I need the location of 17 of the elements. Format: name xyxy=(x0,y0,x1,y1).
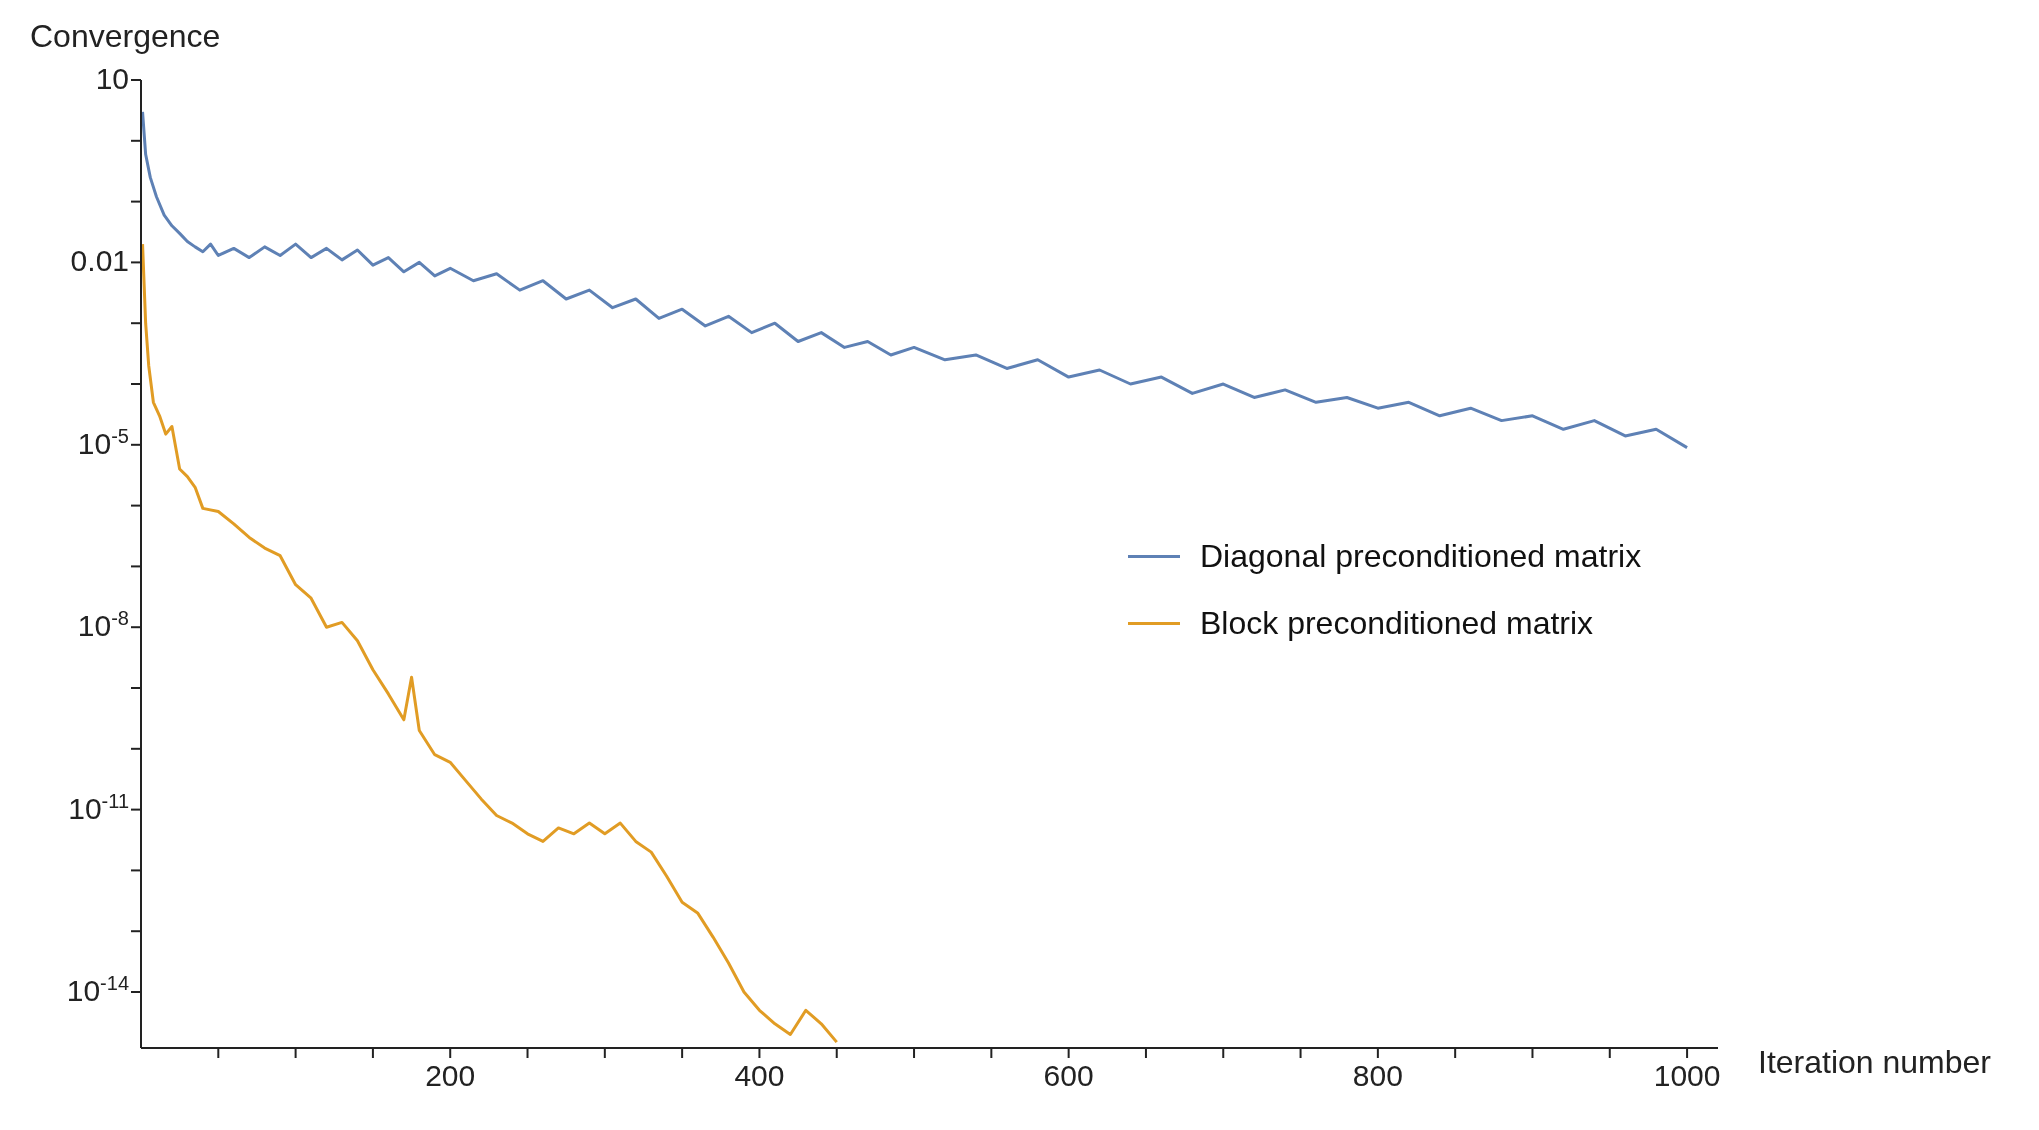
line-series xyxy=(141,110,1689,450)
y-tick-label: 10$^{-5}$ xyxy=(77,424,129,460)
legend-label: Diagonal preconditioned matrix xyxy=(1199,537,1642,576)
legend-label: Block preconditioned matrix xyxy=(1199,604,1595,643)
y-tick-label: 10 xyxy=(95,62,129,95)
x-tick-label: 800 xyxy=(1352,1059,1403,1092)
y-tick-label: 10$^{-14}$ xyxy=(66,972,129,1008)
x-axis-title: Iteration number xyxy=(1758,1044,1992,1081)
y-tick-label: 10$^{-8}$ xyxy=(77,607,129,643)
x-tick-label: 200 xyxy=(425,1059,476,1092)
x-tick-label: 600 xyxy=(1043,1059,1094,1092)
x-tick-label: 1000 xyxy=(1653,1059,1721,1092)
x-tick-label: 400 xyxy=(734,1059,785,1092)
y-axis-title: Convergence xyxy=(30,18,221,55)
line-series xyxy=(141,242,839,1044)
y-tick-label: 10$^{-11}$ xyxy=(68,789,129,825)
y-tick-label: 0.01 xyxy=(70,244,129,278)
